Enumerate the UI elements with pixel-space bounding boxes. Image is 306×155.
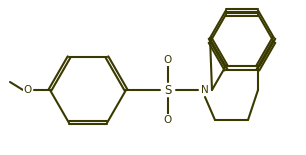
Text: O: O xyxy=(24,85,32,95)
Text: O: O xyxy=(164,55,172,65)
Text: S: S xyxy=(164,84,172,97)
Text: O: O xyxy=(164,115,172,125)
Text: N: N xyxy=(201,85,209,95)
